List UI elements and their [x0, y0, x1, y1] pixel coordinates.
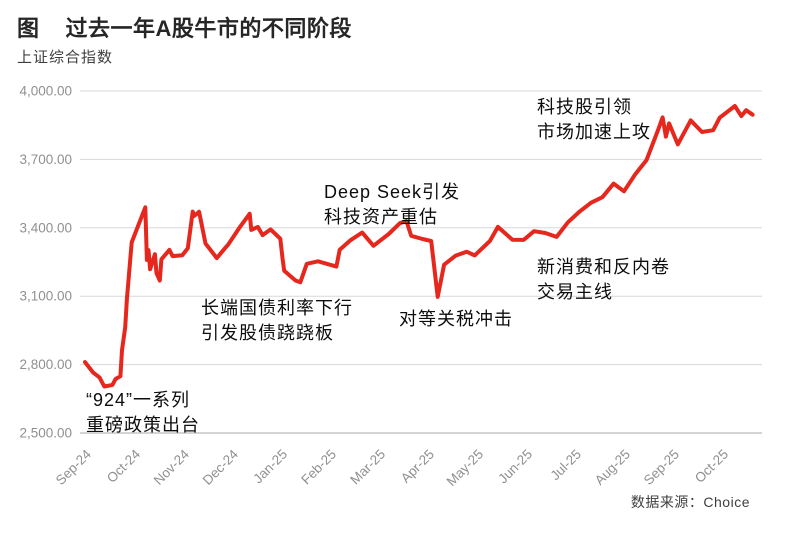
- series-axis-label: 上证综合指数: [17, 49, 114, 66]
- x-tick-label: Oct-25: [692, 447, 731, 486]
- figure-title-text: 过去一年A股牛市的不同阶段: [65, 16, 352, 41]
- annotation-924-policy: “924”一系列 重磅政策出台: [86, 390, 200, 435]
- x-tick-label: Apr-25: [398, 447, 437, 486]
- x-tick-label: Jun-25: [495, 447, 535, 487]
- y-tick-label: 2,500.00: [19, 426, 72, 441]
- data-source: 数据来源：Choice: [630, 494, 750, 510]
- x-tick-label: Dec-24: [200, 446, 242, 488]
- annotation-deepseek-revaluation: Deep Seek引发 科技资产重估: [324, 182, 461, 227]
- x-tick-label: Jan-25: [250, 447, 290, 487]
- annotation-tariff-shock: 对等关税冲击: [399, 309, 513, 329]
- y-tick-label: 3,400.00: [19, 220, 72, 235]
- y-tick-label: 3,700.00: [19, 152, 72, 167]
- x-tick-label: Sep-25: [641, 447, 682, 488]
- y-tick-label: 3,100.00: [19, 289, 72, 304]
- annotation-bond-yield-seesaw: 长端国债利率下行 引发股债跷跷板: [201, 298, 353, 343]
- figure-label: 图: [17, 16, 40, 41]
- x-tick-label: Mar-25: [347, 447, 388, 488]
- x-tick-label: May-25: [444, 447, 486, 489]
- figure-title: 图过去一年A股牛市的不同阶段: [17, 11, 352, 43]
- x-tick-label: Sep-24: [53, 446, 95, 488]
- x-tick-label: Feb-25: [298, 447, 339, 488]
- x-tick-label: Jul-25: [548, 447, 585, 484]
- annotation-tech-rally: 科技股引领 市场加速上攻: [537, 97, 651, 142]
- y-tick-label: 4,000.00: [19, 84, 72, 99]
- y-tick-label: 2,800.00: [19, 357, 72, 372]
- x-tick-label: Nov-24: [151, 446, 193, 488]
- index-series-line: [83, 104, 755, 389]
- x-tick-label: Aug-25: [592, 447, 633, 488]
- annotation-consumption-antiinvolution: 新消费和反内卷 交易主线: [537, 257, 670, 302]
- x-tick-label: Oct-24: [104, 446, 144, 486]
